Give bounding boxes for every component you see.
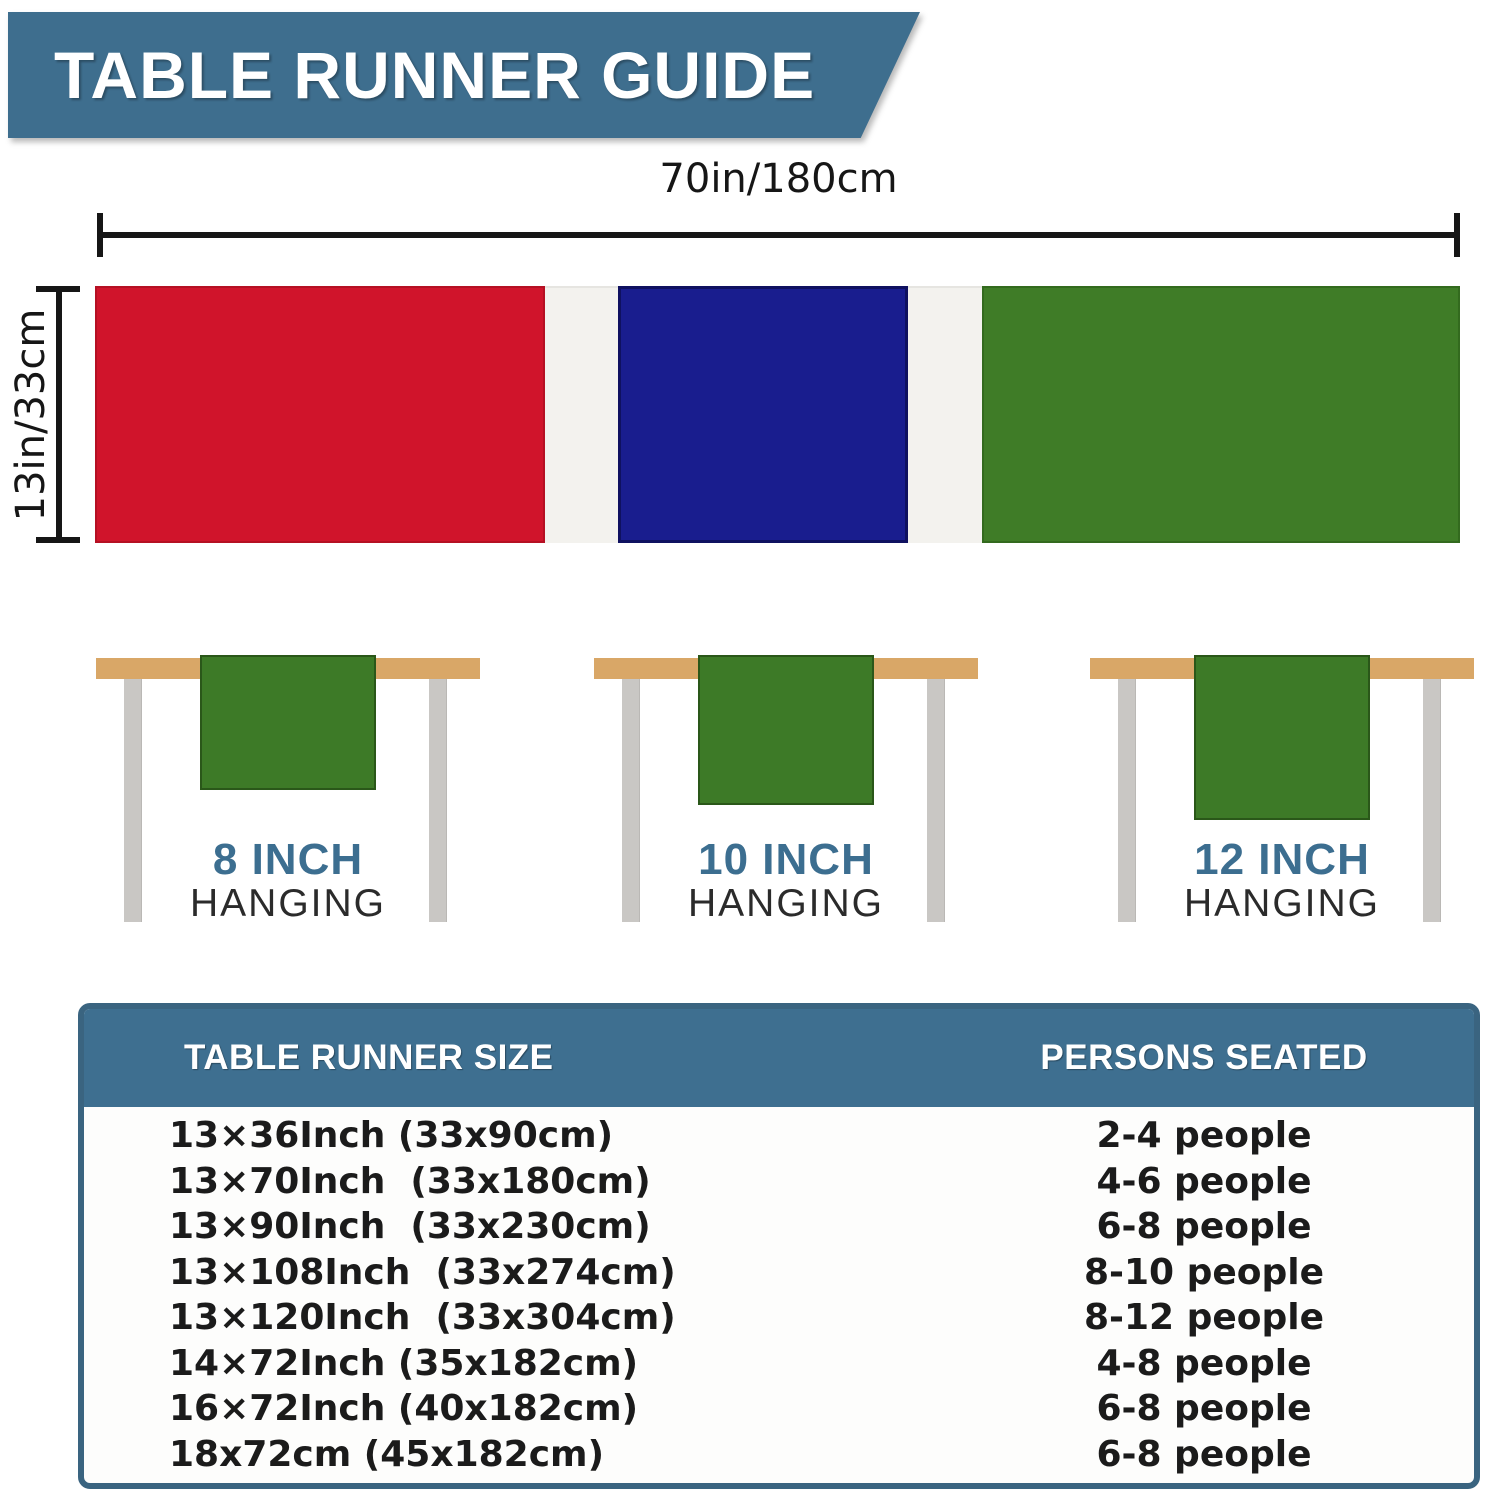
hanging-runner bbox=[1194, 655, 1370, 820]
table-leg-left bbox=[124, 679, 142, 922]
runner-size-value: 16×72Inch (40x182cm) bbox=[169, 1388, 639, 1430]
dimension-tick-right bbox=[1454, 213, 1460, 257]
runner-segment-blue bbox=[618, 286, 908, 543]
hanging-example-10-inch: 10 INCH HANGING bbox=[594, 655, 978, 945]
runner-size-value: 13×90Inch (33x230cm) bbox=[169, 1206, 651, 1248]
runner-segment-white bbox=[545, 286, 618, 543]
hang-size-label: 12 INCH bbox=[1194, 835, 1370, 884]
runner-size-value: 13×108Inch (33x274cm) bbox=[169, 1251, 676, 1293]
column-header-persons: PERSONS SEATED bbox=[1040, 1038, 1368, 1077]
runner-segment-red bbox=[95, 286, 545, 543]
hang-sub-label: HANGING bbox=[1183, 882, 1380, 925]
table-row: 13×90Inch (33x230cm) 6-8 people bbox=[84, 1206, 1474, 1247]
table-row: 18x72cm (45x182cm) 6-8 people bbox=[84, 1434, 1474, 1475]
runner-segment-white bbox=[908, 286, 982, 543]
persons-seated-value: 4-8 people bbox=[1096, 1342, 1312, 1384]
hanging-example-12-inch: 12 INCH HANGING bbox=[1090, 655, 1474, 945]
table-leg-left bbox=[1118, 679, 1136, 922]
table-leg-right bbox=[1423, 679, 1441, 922]
hanging-runner bbox=[698, 655, 874, 805]
size-guide-table: TABLE RUNNER SIZE PERSONS SEATED 13×36In… bbox=[78, 1003, 1480, 1489]
persons-seated-value: 6-8 people bbox=[1096, 1206, 1312, 1248]
table-leg-right bbox=[927, 679, 945, 922]
width-dimension-label: 70in/180cm bbox=[659, 156, 898, 202]
dimension-line bbox=[97, 232, 1460, 238]
hanging-example-8-inch: 8 INCH HANGING bbox=[96, 655, 480, 945]
hang-sub-label: HANGING bbox=[687, 882, 884, 925]
runner-segment-green bbox=[982, 286, 1460, 543]
runner-size-value: 14×72Inch (35x182cm) bbox=[169, 1342, 639, 1384]
persons-seated-value: 8-10 people bbox=[1083, 1251, 1325, 1293]
height-dimension-line: 13in/33cm bbox=[8, 286, 80, 543]
table-row: 14×72Inch (35x182cm) 4-8 people bbox=[84, 1343, 1474, 1384]
width-dimension-line bbox=[97, 213, 1460, 257]
hanging-example-labels: 8 INCH HANGING bbox=[96, 838, 480, 927]
title-banner: TABLE RUNNER GUIDE bbox=[8, 12, 920, 138]
runner-size-value: 18x72cm (45x182cm) bbox=[169, 1433, 605, 1475]
runner-size-value: 13×70Inch (33x180cm) bbox=[169, 1160, 651, 1202]
table-leg-left bbox=[622, 679, 640, 922]
hanging-example-labels: 12 INCH HANGING bbox=[1090, 838, 1474, 927]
persons-seated-value: 4-6 people bbox=[1096, 1160, 1312, 1202]
hang-sub-label: HANGING bbox=[189, 882, 386, 925]
hanging-runner bbox=[200, 655, 376, 790]
dimension-line bbox=[56, 286, 62, 543]
runner-size-value: 13×120Inch (33x304cm) bbox=[169, 1297, 676, 1339]
persons-seated-value: 6-8 people bbox=[1096, 1433, 1312, 1475]
table-row: 16×72Inch (40x182cm) 6-8 people bbox=[84, 1388, 1474, 1429]
size-guide-table-body: 13×36Inch (33x90cm) 2-4 people 13×70Inch… bbox=[84, 1107, 1474, 1483]
runner-size-value: 13×36Inch (33x90cm) bbox=[169, 1115, 614, 1157]
size-guide-table-header: TABLE RUNNER SIZE PERSONS SEATED bbox=[84, 1009, 1474, 1107]
hanging-example-labels: 10 INCH HANGING bbox=[594, 838, 978, 927]
persons-seated-value: 6-8 people bbox=[1096, 1388, 1312, 1430]
table-row: 13×108Inch (33x274cm) 8-10 people bbox=[84, 1252, 1474, 1293]
persons-seated-value: 8-12 people bbox=[1083, 1297, 1325, 1339]
page-title: TABLE RUNNER GUIDE bbox=[54, 38, 816, 112]
dimension-cap-bottom bbox=[36, 537, 80, 543]
title-banner-shape: TABLE RUNNER GUIDE bbox=[8, 12, 920, 138]
column-header-size: TABLE RUNNER SIZE bbox=[184, 1038, 554, 1077]
table-row: 13×70Inch (33x180cm) 4-6 people bbox=[84, 1161, 1474, 1202]
table-leg-right bbox=[429, 679, 447, 922]
persons-seated-value: 2-4 people bbox=[1096, 1115, 1312, 1157]
hang-size-label: 8 INCH bbox=[212, 835, 364, 884]
table-row: 13×36Inch (33x90cm) 2-4 people bbox=[84, 1115, 1474, 1156]
hang-size-label: 10 INCH bbox=[698, 835, 874, 884]
table-row: 13×120Inch (33x304cm) 8-12 people bbox=[84, 1297, 1474, 1338]
table-runner-swatch bbox=[95, 286, 1460, 543]
height-dimension-label: 13in/33cm bbox=[8, 308, 54, 522]
